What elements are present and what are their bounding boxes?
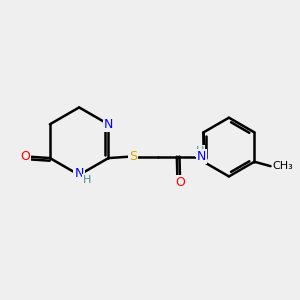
Text: H: H [196,146,204,156]
Text: N: N [74,167,84,180]
Text: N: N [104,118,113,131]
Text: S: S [129,150,137,163]
Text: N: N [197,150,206,163]
Text: H: H [83,175,92,185]
Text: CH₃: CH₃ [272,161,293,171]
Text: O: O [175,176,185,189]
Text: O: O [21,150,31,163]
